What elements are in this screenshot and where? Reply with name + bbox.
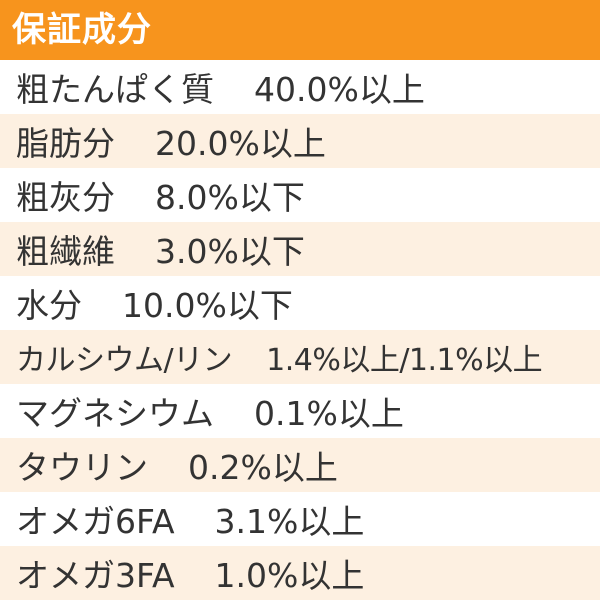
- nutrient-value: 0.1%以上: [254, 394, 404, 433]
- nutrient-name: オメガ6FA: [16, 502, 175, 541]
- nutrient-value: 0.2%以上: [188, 448, 338, 487]
- nutrient-row-crude-fiber: 粗繊維 3.0%以下: [0, 222, 600, 276]
- nutrient-row-omega3: オメガ3FA 1.0%以上: [0, 546, 600, 600]
- nutrient-value: 20.0%以上: [155, 124, 326, 163]
- section-header: 保証成分: [0, 0, 600, 60]
- nutrient-value: 3.1%以上: [214, 502, 365, 541]
- nutrient-list: 粗たんぱく質 40.0%以上 脂肪分 20.0%以上 粗灰分 8.0%以下 粗繊維 3.…: [0, 60, 600, 600]
- nutrient-value: 10.0%以下: [122, 286, 293, 325]
- nutrient-value: 1.4%以上/1.1%以上: [266, 343, 543, 378]
- nutrient-value: 1.0%以上: [214, 556, 365, 595]
- nutrient-name: タウリン: [16, 448, 148, 487]
- nutrient-row-fat: 脂肪分 20.0%以上: [0, 114, 600, 168]
- nutrient-value: 40.0%以上: [254, 70, 425, 109]
- nutrient-row-omega6: オメガ6FA 3.1%以上: [0, 492, 600, 546]
- nutrient-row-magnesium: マグネシウム 0.1%以上: [0, 384, 600, 438]
- nutrient-name: 水分: [16, 286, 82, 325]
- nutrient-name: カルシウム/リン: [16, 343, 233, 378]
- nutrient-name: 粗灰分: [16, 178, 115, 217]
- nutrient-value: 3.0%以下: [155, 232, 305, 271]
- nutrient-name: 粗たんぱく質: [16, 70, 214, 109]
- section-title: 保証成分: [12, 10, 152, 50]
- nutrient-name: マグネシウム: [16, 394, 214, 433]
- nutrient-value: 8.0%以下: [155, 178, 305, 217]
- nutrient-name: 粗繊維: [16, 232, 115, 271]
- nutrient-row-moisture: 水分 10.0%以下: [0, 276, 600, 330]
- nutrient-name: 脂肪分: [16, 124, 115, 163]
- nutrient-row-taurine: タウリン 0.2%以上: [0, 438, 600, 492]
- nutrient-row-crude-ash: 粗灰分 8.0%以下: [0, 168, 600, 222]
- nutrient-row-crude-protein: 粗たんぱく質 40.0%以上: [0, 60, 600, 114]
- nutrient-row-calcium-phosphorus: カルシウム/リン 1.4%以上/1.1%以上: [0, 330, 600, 384]
- nutrient-name: オメガ3FA: [16, 556, 175, 595]
